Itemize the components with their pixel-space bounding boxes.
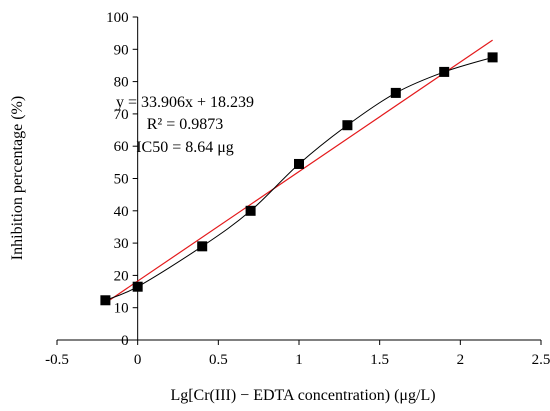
y-tick-label: 50 [114, 172, 129, 188]
data-point [342, 120, 353, 131]
ic50-label: IC50 = 8.64 μg [136, 139, 234, 156]
data-point [294, 158, 304, 169]
x-tick-label: 1.5 [370, 352, 389, 368]
y-tick-label: 0 [121, 333, 129, 349]
equation-label: y = 33.906x + 18.239 [116, 94, 254, 111]
data-point [245, 205, 256, 216]
y-tick-label: 30 [114, 236, 129, 252]
x-axis-title: Lg[Cr(III) − EDTA concentration) (μg/L) [170, 387, 435, 404]
y-tick-label: 100 [106, 10, 129, 26]
r-squared-label: R² = 0.9873 [147, 116, 224, 133]
x-tick-label: 0 [134, 352, 142, 368]
trendline [105, 39, 493, 304]
plot-area [57, 17, 541, 341]
y-tick-label: 40 [114, 204, 129, 220]
y-axis-ticks: 0 10 20 30 40 50 60 70 80 90 100 [106, 10, 138, 349]
y-axis-title: Inhibition percentage (%) [9, 96, 26, 260]
data-point [487, 52, 498, 63]
x-tick-label: -0.5 [45, 352, 69, 368]
y-tick-label: 60 [114, 139, 129, 155]
x-axis-ticks: -0.5 0 0.5 1 1.5 2 2.5 [45, 340, 550, 368]
x-tick-label: 2.5 [532, 352, 550, 368]
y-tick-label: 90 [114, 42, 129, 58]
x-tick-label: 2 [457, 352, 465, 368]
data-point [390, 87, 401, 98]
x-tick-label: 0.5 [209, 352, 228, 368]
y-tick-label: 80 [114, 75, 129, 91]
data-point [100, 295, 111, 306]
y-tick-label: 10 [114, 301, 129, 317]
y-tick-label: 20 [114, 268, 129, 284]
x-tick-label: 1 [295, 352, 303, 368]
data-point [439, 66, 450, 77]
data-point [197, 241, 208, 252]
y-tick-label: 70 [114, 107, 129, 123]
data-point [132, 281, 143, 292]
